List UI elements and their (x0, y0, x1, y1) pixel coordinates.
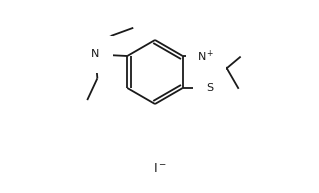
Text: $\mathrm{I^-}$: $\mathrm{I^-}$ (153, 162, 167, 174)
Text: N: N (91, 49, 100, 59)
Text: $\mathrm{N^+}$: $\mathrm{N^+}$ (197, 48, 215, 64)
Text: S: S (206, 83, 213, 93)
